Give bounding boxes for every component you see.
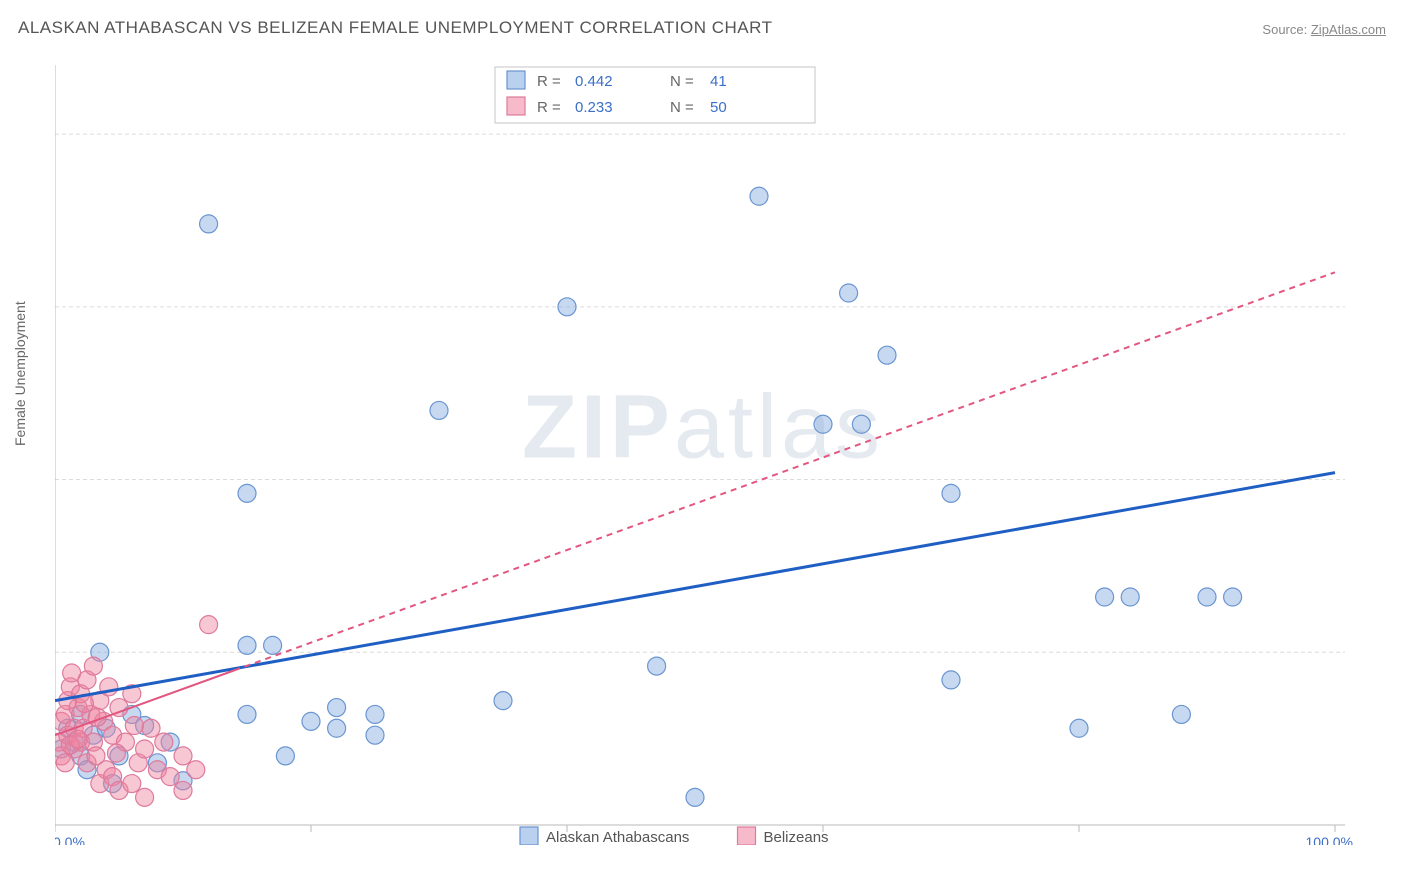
x-tick-label: 0.0% (55, 834, 85, 845)
source-link[interactable]: ZipAtlas.com (1311, 22, 1386, 37)
data-point (174, 747, 192, 765)
legend-swatch (507, 97, 525, 115)
data-point (302, 712, 320, 730)
data-point (142, 719, 160, 737)
legend-n-label: N = (670, 73, 694, 90)
data-point (238, 636, 256, 654)
data-point (878, 346, 896, 364)
data-point (430, 401, 448, 419)
data-point (840, 284, 858, 302)
data-point (1172, 705, 1190, 723)
y-axis-label: Female Unemployment (12, 301, 28, 446)
data-point (494, 692, 512, 710)
data-point (1096, 588, 1114, 606)
data-point (1121, 588, 1139, 606)
data-point (238, 484, 256, 502)
data-point (84, 657, 102, 675)
data-point (187, 761, 205, 779)
data-point (200, 616, 218, 634)
source-label: Source: (1262, 22, 1307, 37)
data-point (238, 705, 256, 723)
legend-r-label: R = (537, 99, 561, 116)
data-point (56, 754, 74, 772)
data-point (174, 781, 192, 799)
data-point (814, 415, 832, 433)
data-point (125, 717, 143, 735)
data-point (366, 705, 384, 723)
data-point (200, 215, 218, 233)
data-point (161, 768, 179, 786)
legend-n-label: N = (670, 99, 694, 116)
data-point (69, 730, 87, 748)
chart-title: ALASKAN ATHABASCAN VS BELIZEAN FEMALE UN… (18, 18, 772, 38)
trend-line-dashed (234, 272, 1335, 670)
data-point (328, 719, 346, 737)
data-point (155, 733, 173, 751)
data-point (686, 788, 704, 806)
chart-container: ALASKAN ATHABASCAN VS BELIZEAN FEMALE UN… (0, 0, 1406, 892)
legend-r-label: R = (537, 73, 561, 90)
legend-r-value: 0.233 (575, 99, 613, 116)
legend-n-value: 50 (710, 99, 727, 116)
legend-swatch (520, 827, 538, 845)
data-point (136, 788, 154, 806)
data-point (750, 187, 768, 205)
data-point (1070, 719, 1088, 737)
legend-swatch (738, 827, 756, 845)
data-point (276, 747, 294, 765)
data-point (558, 298, 576, 316)
source-attribution: Source: ZipAtlas.com (1262, 22, 1386, 37)
data-point (852, 415, 870, 433)
data-point (264, 636, 282, 654)
x-tick-label: 100.0% (1306, 834, 1353, 845)
legend-series-label: Alaskan Athabascans (546, 829, 689, 845)
data-point (1224, 588, 1242, 606)
data-point (366, 726, 384, 744)
legend-swatch (507, 71, 525, 89)
data-point (123, 775, 141, 793)
legend-n-value: 41 (710, 73, 727, 90)
data-point (942, 671, 960, 689)
data-point (942, 484, 960, 502)
data-point (648, 657, 666, 675)
legend-series-label: Belizeans (764, 829, 829, 845)
data-point (1198, 588, 1216, 606)
data-point (136, 740, 154, 758)
data-point (328, 699, 346, 717)
scatter-plot: 12.5%25.0%37.5%50.0%0.0%100.0%R =0.442N … (55, 55, 1355, 845)
legend-r-value: 0.442 (575, 73, 613, 90)
data-point (107, 744, 125, 762)
